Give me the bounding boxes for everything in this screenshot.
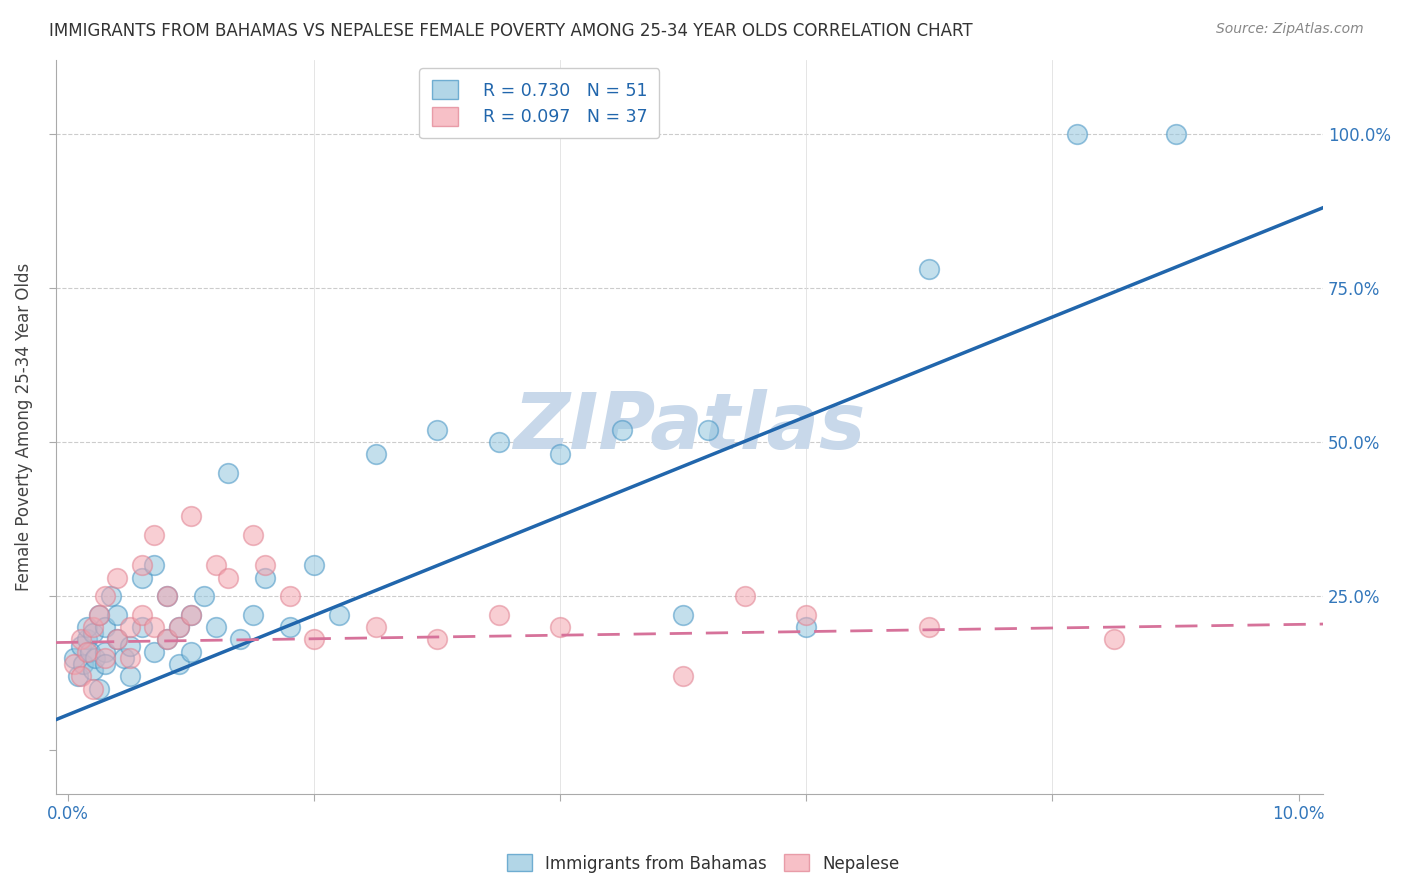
Point bbox=[67, 669, 90, 683]
Point bbox=[131, 571, 153, 585]
Point bbox=[278, 589, 301, 603]
Point bbox=[94, 651, 117, 665]
Point bbox=[82, 626, 104, 640]
Text: IMMIGRANTS FROM BAHAMAS VS NEPALESE FEMALE POVERTY AMONG 25-34 YEAR OLDS CORRELA: IMMIGRANTS FROM BAHAMAS VS NEPALESE FEMA… bbox=[49, 22, 973, 40]
Point bbox=[156, 632, 179, 647]
Point bbox=[87, 607, 110, 622]
Point bbox=[180, 645, 202, 659]
Point bbox=[254, 558, 277, 573]
Point bbox=[193, 589, 215, 603]
Point bbox=[734, 589, 756, 603]
Point bbox=[364, 447, 387, 461]
Point bbox=[180, 607, 202, 622]
Point bbox=[143, 558, 166, 573]
Point bbox=[254, 571, 277, 585]
Point bbox=[79, 645, 101, 659]
Point bbox=[426, 632, 449, 647]
Point bbox=[143, 620, 166, 634]
Point bbox=[242, 607, 264, 622]
Point bbox=[229, 632, 252, 647]
Point bbox=[488, 435, 510, 450]
Point bbox=[156, 632, 179, 647]
Point bbox=[1066, 127, 1088, 141]
Point bbox=[143, 645, 166, 659]
Point bbox=[94, 620, 117, 634]
Point bbox=[610, 423, 633, 437]
Point bbox=[550, 620, 572, 634]
Point bbox=[217, 571, 239, 585]
Point bbox=[488, 607, 510, 622]
Point bbox=[242, 527, 264, 541]
Point bbox=[143, 527, 166, 541]
Point bbox=[426, 423, 449, 437]
Point bbox=[1164, 127, 1187, 141]
Point bbox=[550, 447, 572, 461]
Point bbox=[107, 607, 129, 622]
Point bbox=[1102, 632, 1125, 647]
Point bbox=[107, 571, 129, 585]
Point bbox=[328, 607, 350, 622]
Point bbox=[672, 669, 695, 683]
Point bbox=[100, 589, 122, 603]
Text: Source: ZipAtlas.com: Source: ZipAtlas.com bbox=[1216, 22, 1364, 37]
Point bbox=[217, 466, 239, 480]
Point bbox=[796, 620, 818, 634]
Point bbox=[167, 657, 190, 672]
Point bbox=[94, 657, 117, 672]
Point bbox=[84, 651, 107, 665]
Point bbox=[69, 639, 91, 653]
Point bbox=[278, 620, 301, 634]
Point bbox=[131, 558, 153, 573]
Point bbox=[131, 607, 153, 622]
Point bbox=[82, 620, 104, 634]
Point bbox=[76, 632, 98, 647]
Point bbox=[180, 509, 202, 524]
Point bbox=[205, 620, 228, 634]
Point bbox=[72, 657, 94, 672]
Point bbox=[131, 620, 153, 634]
Point bbox=[304, 558, 326, 573]
Point bbox=[918, 262, 941, 277]
Point bbox=[697, 423, 720, 437]
Point bbox=[107, 632, 129, 647]
Point bbox=[107, 632, 129, 647]
Point bbox=[63, 657, 86, 672]
Point bbox=[167, 620, 190, 634]
Point bbox=[87, 681, 110, 696]
Point bbox=[87, 607, 110, 622]
Point bbox=[180, 607, 202, 622]
Point bbox=[69, 669, 91, 683]
Point bbox=[69, 632, 91, 647]
Y-axis label: Female Poverty Among 25-34 Year Olds: Female Poverty Among 25-34 Year Olds bbox=[15, 262, 32, 591]
Text: ZIPatlas: ZIPatlas bbox=[513, 389, 866, 465]
Point bbox=[82, 681, 104, 696]
Point bbox=[118, 639, 141, 653]
Point bbox=[118, 620, 141, 634]
Legend:   R = 0.730   N = 51,   R = 0.097   N = 37: R = 0.730 N = 51, R = 0.097 N = 37 bbox=[419, 69, 659, 138]
Point bbox=[94, 645, 117, 659]
Point bbox=[118, 669, 141, 683]
Point bbox=[672, 607, 695, 622]
Legend: Immigrants from Bahamas, Nepalese: Immigrants from Bahamas, Nepalese bbox=[501, 847, 905, 880]
Point bbox=[118, 651, 141, 665]
Point bbox=[167, 620, 190, 634]
Point bbox=[364, 620, 387, 634]
Point bbox=[112, 651, 135, 665]
Point bbox=[156, 589, 179, 603]
Point bbox=[205, 558, 228, 573]
Point bbox=[918, 620, 941, 634]
Point bbox=[156, 589, 179, 603]
Point bbox=[63, 651, 86, 665]
Point bbox=[82, 663, 104, 677]
Point bbox=[76, 620, 98, 634]
Point bbox=[94, 589, 117, 603]
Point bbox=[76, 645, 98, 659]
Point bbox=[304, 632, 326, 647]
Point bbox=[796, 607, 818, 622]
